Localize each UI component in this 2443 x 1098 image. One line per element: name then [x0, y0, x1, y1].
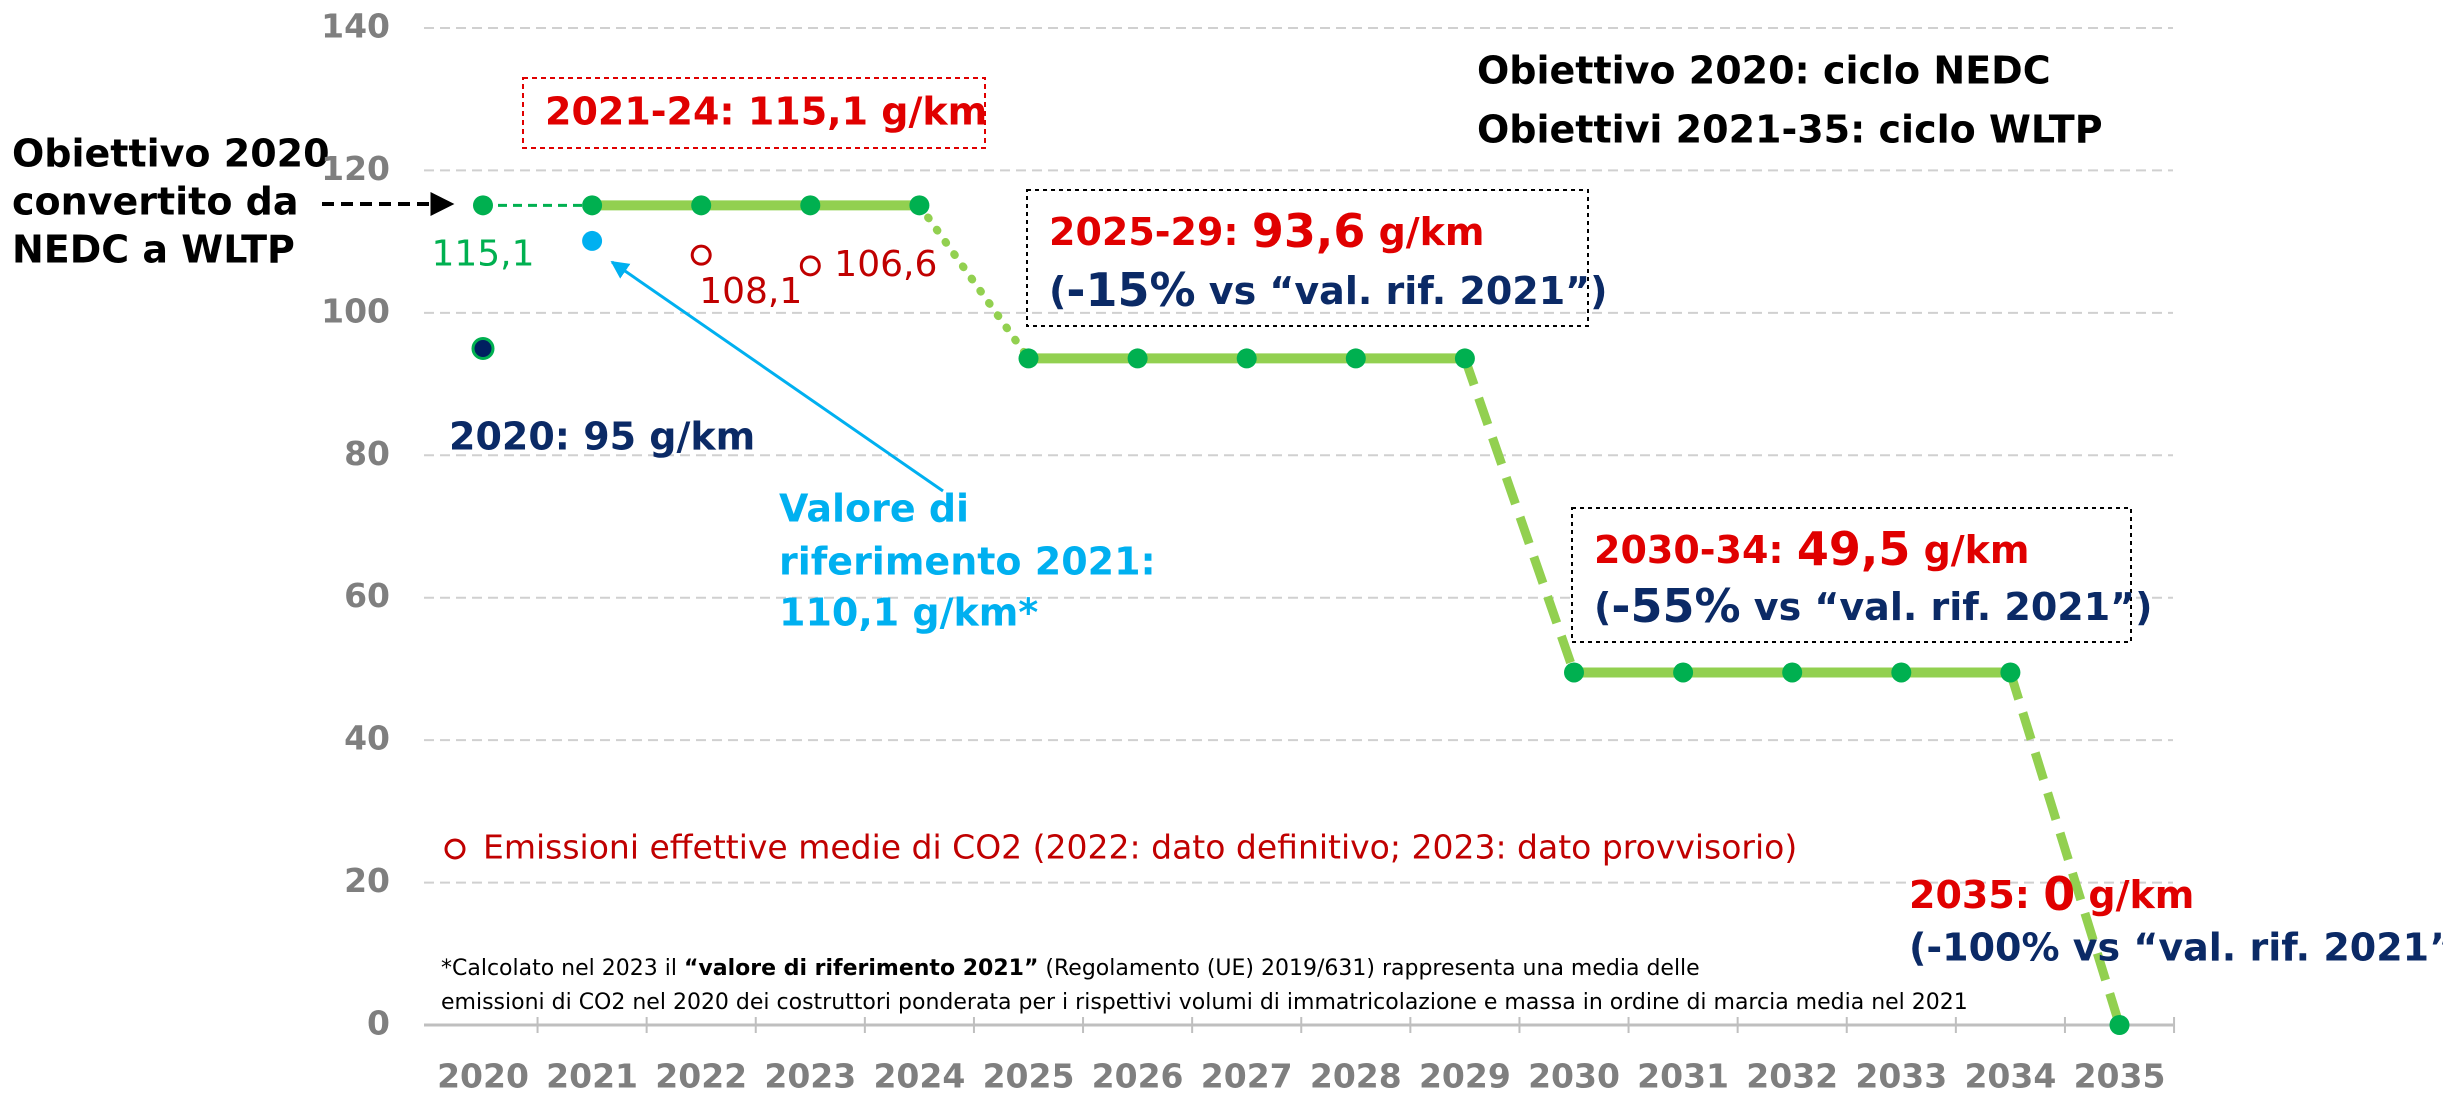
marker	[2109, 1015, 2130, 1035]
annotation: 2020: 95 g/km	[449, 415, 755, 459]
legend-marker	[444, 838, 466, 860]
annotation: 2035: 0 g/km	[1909, 867, 2194, 921]
y-tick-label: 80	[344, 434, 390, 473]
y-tick-label: 120	[321, 149, 390, 188]
x-tick-label: 2032	[1746, 1057, 1838, 1096]
annotation: (-15% vs “val. rif. 2021”)	[1049, 263, 1608, 317]
period: 2035:	[1909, 873, 2043, 917]
marker	[1782, 662, 1803, 683]
marker	[2000, 662, 2021, 683]
line-segment	[915, 201, 1033, 363]
annotation: NEDC a WLTP	[12, 228, 295, 272]
y-tick-label: 60	[344, 576, 390, 615]
y-tick-label: 0	[367, 1004, 390, 1043]
x-tick-label: 2023	[764, 1057, 856, 1096]
unit: g/km	[2075, 873, 2194, 917]
box	[522, 77, 986, 149]
annotation: 2030-34: 49,5 g/km	[1594, 522, 2030, 576]
marker	[1127, 348, 1148, 369]
x-tick-label: 2031	[1637, 1057, 1729, 1096]
x-tick-label: 2025	[983, 1057, 1075, 1096]
marks	[471, 195, 2130, 1035]
marker	[1454, 348, 1475, 369]
x-tick-label: 2033	[1855, 1057, 1947, 1096]
x-tick-label: 2021	[546, 1057, 638, 1096]
y-tick-label: 100	[321, 291, 390, 330]
value-label: 106,6	[834, 244, 937, 285]
value: 93,6	[1252, 204, 1366, 258]
period: 2025-29:	[1049, 210, 1252, 254]
x-tick-label: 2034	[1964, 1057, 2056, 1096]
grid	[424, 27, 2176, 1033]
y-tick-label: 140	[321, 7, 390, 46]
box	[1026, 189, 1589, 327]
text: vs “val. rif. 2021”)	[1741, 585, 2153, 629]
box	[1571, 507, 2132, 643]
annotation: convertito da	[12, 180, 299, 224]
marker	[909, 195, 930, 216]
marker	[1345, 348, 1366, 369]
marker	[1018, 348, 1039, 369]
x-tick-label: 2029	[1419, 1057, 1511, 1096]
x-tick-label: 2028	[1310, 1057, 1402, 1096]
footnote: *Calcolato nel 2023 il “valore di riferi…	[441, 956, 1700, 981]
unit: g/km	[1365, 210, 1484, 254]
x-tick-label: 2026	[1092, 1057, 1184, 1096]
annotation: Obiettivo 2020: ciclo NEDC	[1477, 49, 2051, 93]
pct: -15%	[1066, 263, 1195, 317]
value-label: 108,1	[699, 271, 802, 312]
annotation: Obiettivo 2020	[12, 132, 330, 176]
arrow	[610, 260, 944, 493]
marker	[799, 255, 821, 277]
marker	[582, 195, 603, 216]
line-segment	[2006, 671, 2124, 1027]
text: (Regolamento (UE) 2019/631) rappresenta …	[1038, 956, 1699, 981]
text: vs “val. rif. 2021”)	[1196, 269, 1608, 313]
annotation: 2025-29: 93,6 g/km	[1049, 204, 1485, 258]
value: 0	[2043, 867, 2075, 921]
unit: g/km	[1910, 528, 2029, 572]
annotation: Obiettivi 2021-35: ciclo WLTP	[1477, 108, 2103, 152]
x-tick-label: 2022	[655, 1057, 747, 1096]
x-tick-label: 2020	[437, 1057, 529, 1096]
period: 2030-34:	[1594, 528, 1797, 572]
x-tick-label: 2030	[1528, 1057, 1620, 1096]
marker	[473, 195, 493, 216]
text: *Calcolato nel 2023 il	[441, 956, 684, 981]
legend-label: Emissioni effettive medie di CO2 (2022: …	[483, 828, 1797, 867]
value-label: 115,1	[431, 233, 534, 274]
y-tick-label: 20	[344, 861, 390, 900]
value: 49,5	[1797, 522, 1911, 576]
marker	[582, 230, 603, 251]
text: (	[1049, 269, 1066, 313]
pct: -55%	[1611, 579, 1740, 633]
marker	[1564, 662, 1584, 683]
marker	[691, 195, 712, 216]
x-tick-label: 2024	[873, 1057, 965, 1096]
annotation: (-55% vs “val. rif. 2021”)	[1594, 579, 2153, 633]
x-tick-label: 2035	[2074, 1057, 2166, 1096]
line-segment	[1460, 356, 1579, 674]
annotation: 110,1 g/km*	[779, 591, 1038, 635]
text: (	[1594, 585, 1611, 629]
marker	[800, 195, 821, 216]
marker	[1891, 662, 1912, 683]
marker	[690, 244, 712, 266]
annotation: Valore di	[779, 487, 969, 531]
marker	[1236, 348, 1257, 369]
annotation: (-100% vs “val. rif. 2021”)	[1909, 926, 2443, 970]
x-tick-label: 2027	[1201, 1057, 1293, 1096]
marker	[471, 336, 495, 360]
y-tick-label: 40	[344, 719, 390, 758]
marker	[1673, 662, 1694, 683]
annotation: riferimento 2021:	[779, 540, 1156, 584]
annotation: 2021-24: 115,1 g/km	[545, 90, 987, 134]
text: “valore di riferimento 2021”	[684, 956, 1038, 981]
footnote: emissioni di CO2 nel 2020 dei costruttor…	[441, 990, 1968, 1015]
